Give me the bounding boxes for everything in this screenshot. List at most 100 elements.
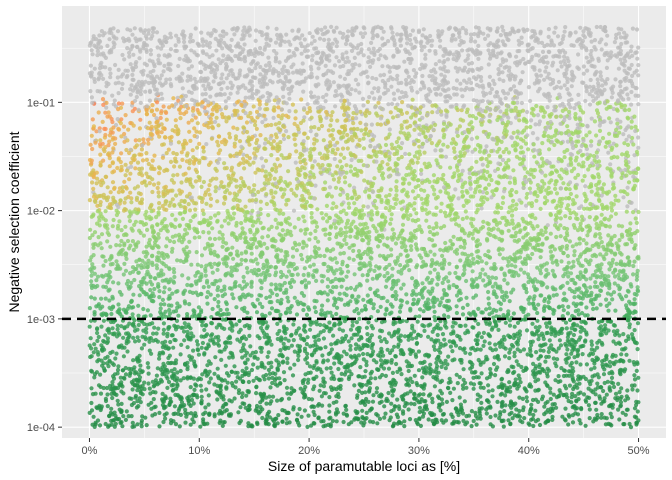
data-point (330, 206, 335, 211)
data-point (438, 388, 443, 393)
data-point (352, 55, 357, 61)
data-point (421, 129, 426, 134)
data-point (417, 132, 422, 137)
data-point (92, 342, 97, 347)
data-point (585, 313, 590, 318)
data-point (471, 236, 476, 241)
data-point (512, 324, 517, 329)
data-point (632, 259, 637, 264)
data-point (496, 227, 501, 232)
data-point (290, 254, 296, 259)
data-point (324, 366, 329, 371)
data-point (329, 113, 334, 118)
data-point (526, 275, 531, 280)
data-point (379, 227, 384, 232)
data-point (125, 46, 130, 51)
data-point (584, 133, 589, 138)
data-point (337, 291, 342, 296)
data-point (537, 362, 542, 367)
data-point (554, 349, 559, 354)
data-point (535, 310, 540, 316)
data-point (517, 376, 522, 381)
data-point (357, 63, 362, 68)
data-point (587, 215, 592, 220)
data-point (195, 121, 200, 126)
data-point (263, 137, 268, 142)
data-point (175, 370, 180, 375)
data-point (465, 190, 470, 195)
data-point (505, 263, 510, 268)
data-point (428, 270, 433, 275)
data-point (180, 86, 185, 91)
data-point (340, 328, 346, 333)
data-point (114, 259, 119, 264)
data-point (361, 136, 366, 141)
data-point (455, 381, 460, 386)
data-point (177, 164, 182, 169)
data-point (280, 71, 285, 76)
data-point (216, 304, 221, 309)
data-point (480, 190, 486, 195)
data-point (357, 137, 362, 143)
data-point (125, 331, 131, 336)
data-point (510, 198, 516, 203)
data-point (403, 151, 408, 156)
data-point (355, 235, 360, 240)
data-point (432, 314, 437, 320)
data-point (558, 343, 564, 348)
data-point (251, 58, 256, 64)
data-point (454, 284, 459, 289)
data-point (123, 173, 128, 178)
data-point (105, 43, 110, 49)
data-point (161, 126, 166, 131)
data-point (525, 170, 530, 175)
data-point (367, 95, 372, 100)
data-point (206, 162, 212, 167)
data-point (624, 294, 629, 299)
data-point (351, 243, 357, 248)
data-point (130, 239, 135, 244)
data-point (422, 285, 427, 290)
data-point (156, 57, 161, 63)
data-point (466, 53, 471, 58)
data-point (300, 257, 305, 262)
data-point (538, 31, 543, 36)
data-point (460, 189, 465, 194)
data-point (289, 333, 294, 338)
data-point (133, 138, 138, 143)
data-point (382, 404, 387, 409)
data-point (366, 320, 371, 325)
data-point (161, 327, 166, 332)
data-point (404, 292, 409, 297)
data-point (237, 139, 243, 144)
data-point (95, 53, 100, 58)
data-point (407, 181, 412, 186)
data-point (93, 346, 98, 351)
data-point (578, 329, 583, 334)
data-point (96, 110, 101, 115)
data-point (201, 179, 206, 185)
data-point (556, 374, 561, 379)
data-point (242, 166, 247, 171)
data-point (138, 49, 143, 54)
data-point (546, 27, 552, 32)
data-point (119, 86, 125, 91)
data-point (398, 43, 403, 48)
data-point (97, 33, 102, 38)
data-point (486, 33, 491, 38)
data-point (506, 210, 511, 215)
data-point (428, 362, 433, 367)
data-point (470, 125, 475, 130)
data-point (502, 189, 507, 194)
data-point (168, 421, 174, 426)
data-point (545, 399, 550, 404)
data-point (510, 208, 515, 213)
data-point (289, 343, 294, 348)
data-point (610, 186, 616, 191)
data-point (238, 184, 243, 189)
data-point (636, 102, 641, 107)
data-point (383, 206, 388, 211)
data-point (515, 129, 520, 134)
data-point (634, 368, 639, 373)
